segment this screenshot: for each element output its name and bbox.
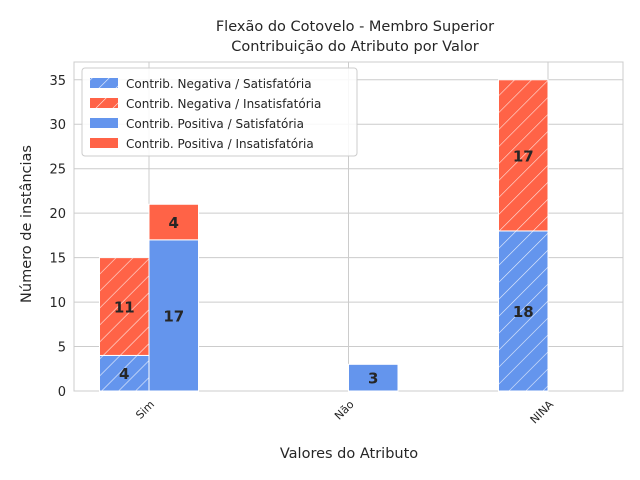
bar-outline (348, 363, 399, 392)
bar-value-label: 17 (513, 147, 534, 165)
y-tick-label: 30 (49, 118, 66, 133)
bar-outline (148, 203, 199, 241)
x-tick-label: Não (332, 398, 357, 423)
bar-value-label: 4 (169, 214, 179, 232)
bar-hatch (498, 79, 548, 231)
y-tick-label: 15 (49, 252, 66, 267)
legend-label: Contrib. Positiva / Satisfatória (126, 117, 304, 131)
legend-swatch-hatch (90, 98, 118, 108)
bar-value-label: 3 (368, 370, 378, 388)
y-tick-label: 10 (49, 296, 66, 311)
y-tick-label: 35 (49, 74, 66, 89)
legend-box (81, 67, 358, 157)
x-axis-label: Valores do Atributo (280, 446, 418, 462)
bar-value-label: 17 (163, 307, 184, 325)
bar-value-label: 11 (114, 299, 135, 317)
chart-subtitle: Contribuição do Atributo por Valor (231, 39, 478, 55)
legend: Contrib. Negativa / Satisfatória Contrib.… (81, 67, 358, 157)
legend-swatch (90, 138, 118, 148)
x-tick-label: NINA (528, 398, 557, 427)
bar-hatch (99, 355, 149, 391)
x-tick-label: Sim (133, 398, 157, 422)
legend-swatch-hatch (90, 78, 118, 88)
y-axis-label: Número de instâncias (19, 145, 35, 303)
bar-hatch (99, 257, 149, 356)
y-tick-label: 20 (49, 207, 66, 222)
bar-outline (498, 79, 549, 232)
bar-value-label: 18 (513, 303, 534, 321)
legend-label: Contrib. Negativa / Satisfatória (126, 77, 312, 91)
bar-segment (149, 204, 199, 240)
chart-title: Flexão do Cotovelo - Membro Superior (216, 19, 494, 35)
legend-label: Contrib. Positiva / Insatisfatória (126, 137, 314, 151)
legend-label: Contrib. Negativa / Insatisfatória (126, 97, 321, 111)
y-tick-label: 0 (58, 385, 66, 400)
bar-segment (348, 364, 398, 391)
bar-hatch (498, 230, 548, 391)
bar-segment (149, 239, 199, 391)
y-tick-label: 5 (58, 341, 66, 356)
legend-swatch (90, 118, 118, 128)
bar-value-label: 4 (119, 365, 129, 383)
y-tick-label: 25 (49, 163, 66, 178)
